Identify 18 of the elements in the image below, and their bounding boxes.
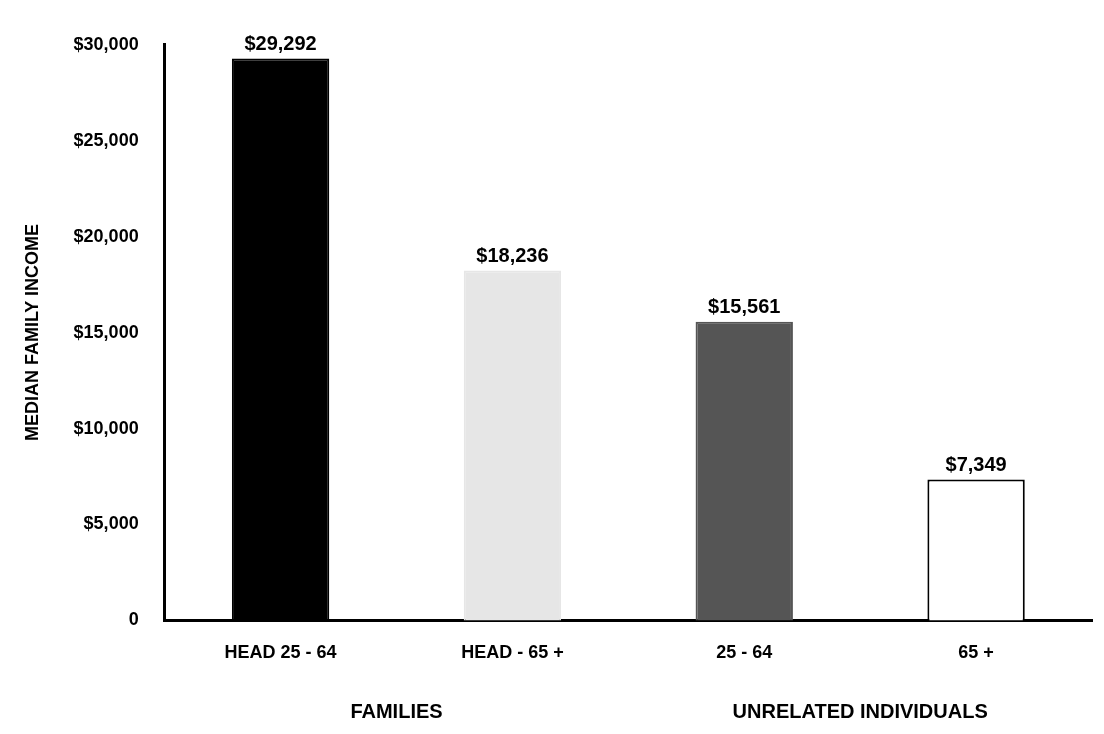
data-label: $7,349 [945, 452, 1007, 475]
text: FAMILIES [350, 699, 443, 722]
y-tick-label: $10,000 [73, 417, 139, 438]
x-tick-label: HEAD 25 - 64 [224, 642, 337, 663]
y-axis-title: MEDIAN FAMILY INCOME [21, 224, 42, 442]
data-label: $18,236 [476, 244, 549, 267]
y-tick-label: $25,000 [73, 129, 139, 150]
y-tick-label: $15,000 [73, 321, 139, 342]
x-tick-label: 65 + [958, 642, 994, 663]
y-tick-label: $20,000 [73, 225, 139, 246]
y-tick-label: $5,000 [83, 513, 139, 534]
y-tick-label: $30,000 [73, 33, 139, 54]
data-label: $15,561 [708, 295, 781, 318]
x-tick-label: 25 - 64 [716, 642, 773, 663]
y-tick-label: 0 [128, 609, 139, 630]
x-tick-label: HEAD - 65 + [461, 642, 564, 663]
data-label: $29,292 [244, 31, 317, 54]
text: UNRELATED INDIVIDUALS [732, 699, 988, 722]
